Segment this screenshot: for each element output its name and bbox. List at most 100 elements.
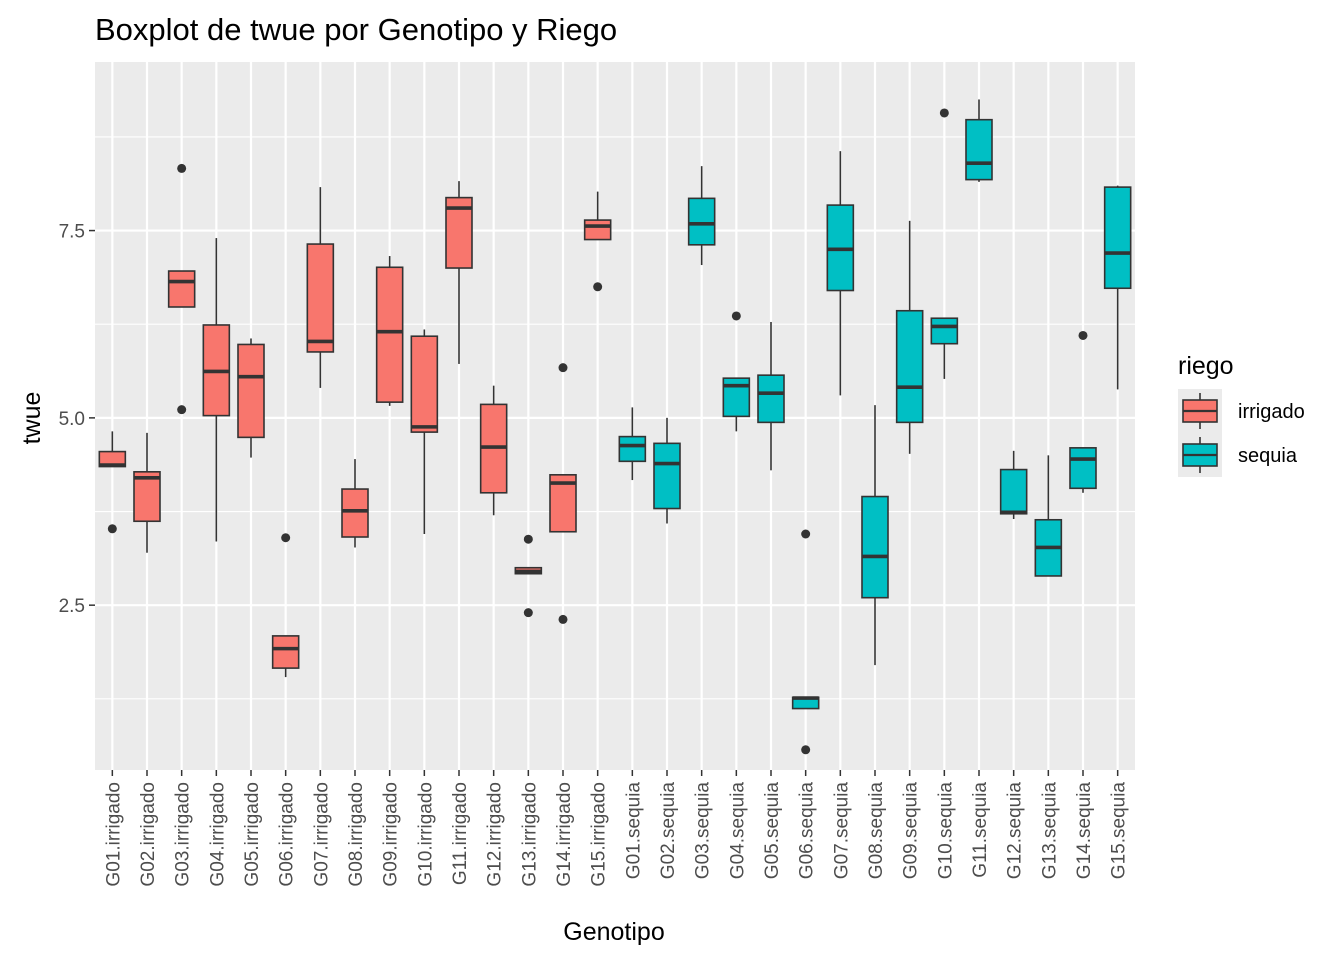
x-tick-label: G15.irrigado — [589, 782, 610, 887]
outlier-point — [107, 524, 117, 534]
box-iqr — [618, 435, 647, 463]
box-G12.sequia — [999, 450, 1028, 520]
outlier-point — [177, 163, 187, 173]
outlier-point — [177, 405, 187, 415]
x-tick-label: G14.irrigado — [554, 782, 575, 887]
box-G05.sequia — [757, 321, 785, 471]
box-iqr — [687, 197, 716, 246]
box-iqr — [965, 118, 993, 181]
x-tick-label: G12.irrigado — [485, 782, 506, 887]
box-G12.irrigado — [479, 385, 508, 516]
box-G07.irrigado — [306, 187, 335, 388]
x-tick-label: G15.sequia — [1109, 782, 1130, 880]
legend-entry-sequia: sequia — [1178, 433, 1298, 477]
outlier-point — [593, 282, 603, 292]
box-G10.irrigado — [410, 329, 439, 534]
x-tick-label: G02.irrigado — [138, 782, 159, 887]
plot-panel — [95, 62, 1135, 770]
x-tick-label: G07.sequia — [831, 782, 852, 880]
x-tick-label: G01.irrigado — [103, 782, 124, 887]
outlier-point — [523, 534, 533, 544]
x-tick-label: G06.sequia — [797, 782, 818, 880]
chart-title: Boxplot de twue por Genotipo y Riego — [95, 12, 617, 47]
outlier-point — [558, 614, 568, 624]
box-G04.irrigado — [202, 238, 231, 542]
legend: riego irrigado sequia — [1178, 352, 1305, 477]
box-G01.irrigado — [98, 431, 127, 534]
y-axis-title: twue — [18, 392, 46, 445]
x-tick-label: G13.sequia — [1039, 782, 1060, 880]
legend-label: irrigado — [1238, 401, 1305, 423]
x-tick-label: G01.sequia — [623, 782, 644, 880]
y-tick-label: 2.5 — [59, 596, 85, 617]
box-iqr — [757, 374, 785, 424]
panel-background — [95, 62, 1135, 770]
outlier-point — [1078, 330, 1088, 340]
x-tick-label: G05.irrigado — [242, 782, 263, 887]
x-tick-label: G07.irrigado — [311, 782, 332, 887]
box-iqr — [271, 635, 300, 669]
box-iqr — [1069, 447, 1097, 490]
box-G13.irrigado — [514, 534, 543, 618]
outlier-point — [281, 533, 291, 543]
box-G06.sequia — [791, 529, 820, 755]
x-tick-label: G12.sequia — [1005, 782, 1026, 880]
x-tick-label: G11.irrigado — [450, 782, 471, 885]
box-G02.sequia — [653, 417, 681, 524]
x-tick-label: G08.sequia — [866, 782, 887, 880]
box-iqr — [341, 488, 369, 538]
box-G03.irrigado — [167, 163, 196, 415]
box-G09.sequia — [895, 220, 924, 454]
x-tick-label: G14.sequia — [1074, 782, 1095, 880]
legend-label: sequia — [1238, 445, 1298, 467]
box-iqr — [167, 270, 196, 308]
box-G15.irrigado — [583, 191, 612, 292]
box-iqr — [375, 266, 404, 403]
x-tick-label: G02.sequia — [658, 782, 679, 880]
box-G02.irrigado — [133, 432, 161, 553]
box-G14.sequia — [1069, 330, 1097, 493]
box-G11.sequia — [965, 99, 993, 182]
box-G07.sequia — [826, 151, 855, 396]
box-iqr — [653, 442, 681, 510]
box-iqr — [861, 495, 889, 599]
y-tick-label: 5.0 — [59, 409, 85, 430]
box-iqr — [1103, 186, 1132, 290]
box-iqr — [895, 309, 924, 424]
x-tick-label: G09.irrigado — [381, 782, 402, 887]
box-iqr — [410, 335, 439, 433]
y-tick-label: 7.5 — [59, 222, 85, 243]
box-iqr — [583, 219, 612, 241]
box-iqr — [930, 317, 959, 345]
box-G10.sequia — [930, 108, 959, 379]
box-G14.irrigado — [549, 363, 577, 624]
x-tick-label: G03.sequia — [693, 782, 714, 880]
box-G09.irrigado — [375, 256, 404, 406]
box-G04.sequia — [722, 311, 751, 432]
outlier-point — [801, 745, 811, 755]
x-tick-label: G13.irrigado — [519, 782, 540, 887]
box-G01.sequia — [618, 407, 647, 481]
x-tick-label: G04.irrigado — [207, 782, 228, 887]
outlier-point — [558, 363, 568, 373]
outlier-point — [523, 608, 533, 618]
box-G08.sequia — [861, 405, 889, 666]
outlier-point — [939, 108, 949, 118]
legend-title: riego — [1178, 352, 1234, 380]
x-axis-title: Genotipo — [563, 918, 664, 946]
x-tick-label: G10.irrigado — [415, 782, 436, 887]
outlier-point — [731, 311, 741, 321]
box-G06.irrigado — [271, 533, 300, 678]
legend-entry-irrigado: irrigado — [1178, 389, 1305, 433]
box-iqr — [237, 343, 265, 439]
box-iqr — [999, 468, 1028, 515]
x-tick-label: G03.irrigado — [173, 782, 194, 887]
x-tick-label: G10.sequia — [935, 782, 956, 880]
x-tick-label: G09.sequia — [901, 782, 922, 880]
box-G15.sequia — [1103, 185, 1132, 390]
x-tick-label: G06.irrigado — [277, 782, 298, 887]
x-tick-label: G11.sequia — [970, 782, 991, 878]
box-G13.sequia — [1034, 455, 1063, 577]
box-G08.irrigado — [341, 459, 369, 548]
